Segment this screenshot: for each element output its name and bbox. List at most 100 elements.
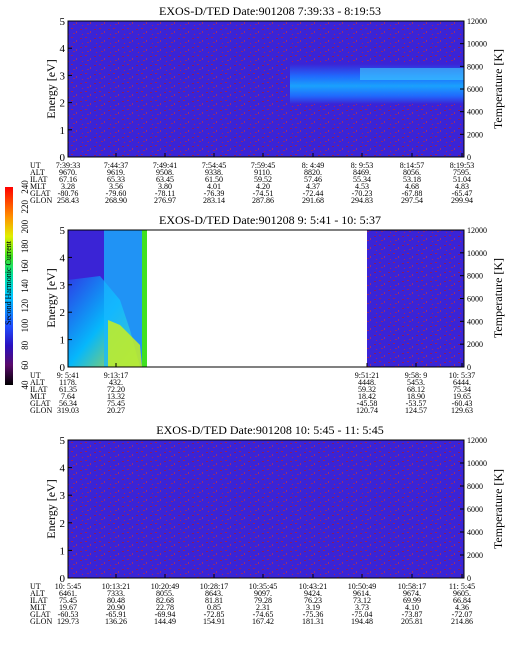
table-cell: 9:58: 9 [405,371,427,380]
colorbar-ticks: 40 60 80 100 120 140 160 180 200 220 240 [20,180,30,390]
table-cell: 51.04 [453,175,471,184]
colorbar-tick-label: 200 [20,219,30,233]
table-row-label: GLAT [30,189,51,198]
table-cell: 181.31 [302,617,324,626]
table-cell: 18.42 [358,392,376,401]
y2tick-label: 12000 [467,226,487,235]
table-cell: 8820. [304,168,322,177]
table-row-label: UT [30,371,41,380]
table-cell: -45.58 [357,399,378,408]
ytick-label: 3 [60,70,66,82]
table-row-label: GLON [30,196,52,205]
colorbar-tick-label: 140 [20,279,30,293]
y2tick-label: 0 [467,574,471,583]
table-cell: 13.32 [107,392,125,401]
table-cell: 4.36 [455,603,469,612]
table-cell: 69.99 [403,596,421,605]
table-cell: 8:14:57 [400,161,424,170]
table-cell: 167.42 [252,617,274,626]
table-cell: 258.43 [57,196,79,205]
table-cell: 10:50:49 [348,582,376,591]
table-cell: 10:13:21 [102,582,130,591]
ytick-label: 2 [60,98,66,110]
table-cell: 9:51:21 [355,371,379,380]
table-cell: 59.32 [358,385,376,394]
table-cell: 63.45 [156,175,174,184]
table-row-label: MLT [30,603,46,612]
y2tick-label: 0 [467,153,471,162]
table-cell: 4448. [358,378,376,387]
panel-2-y2label: Temperature [K] [491,258,505,338]
table-cell: 72.20 [107,385,125,394]
y2tick-label: 6000 [467,505,483,514]
table-cell: 9619. [107,168,125,177]
panel-3: EXOS-D/TED Date:901208 10: 5:45 - 11: 5:… [30,423,505,626]
ytick-label: 2 [60,307,66,319]
table-cell: 76.23 [304,596,322,605]
table-cell: 20.90 [107,603,125,612]
panel-3-plot-area [67,439,465,579]
y2tick-label: 6000 [467,295,483,304]
panel-1-y2ticks: 0 2000 4000 6000 8000 10000 12000 [460,17,487,162]
table-cell: 432. [109,378,123,387]
panel-2-edge [142,230,147,367]
table-row-label: GLAT [30,399,51,408]
table-cell: 8643. [205,589,223,598]
colorbar-tick-label: 240 [20,180,30,194]
table-cell: 319.03 [57,406,79,415]
table-cell: -75.04 [352,610,373,619]
table-row-label: UT [30,161,41,170]
table-cell: 7:39:33 [56,161,80,170]
table-cell: -72.44 [303,189,324,198]
table-cell: 3.19 [306,603,320,612]
colorbar: Second Harmonic Current 40 60 80 100 120 140 1… [4,180,30,390]
panel-3-yticks: 0 1 2 3 4 5 [60,435,72,585]
ytick-label: 1 [60,335,66,347]
table-cell: 9:13:17 [104,371,128,380]
table-cell: 144.49 [154,617,176,626]
table-cell: 7333. [107,589,125,598]
table-cell: 8:19:53 [450,161,474,170]
panel-2-left-hotspot [108,320,142,367]
table-cell: 75.34 [453,385,471,394]
ytick-label: 1 [60,545,66,557]
colorbar-tick-label: 120 [20,299,30,313]
table-cell: 55.34 [353,175,371,184]
table-row-label: GLON [30,406,52,415]
table-cell: 283.14 [203,196,225,205]
table-cell: 154.91 [203,617,225,626]
colorbar-tick-label: 100 [20,318,30,332]
table-cell: 8469. [353,168,371,177]
table-cell: 9097. [254,589,272,598]
table-cell: 4.20 [256,182,270,191]
table-cell: 66.84 [453,596,471,605]
panel-3-y2ticks: 0 2000 4000 6000 8000 10000 12000 [460,436,487,583]
table-cell: 129.73 [57,617,79,626]
table-cell: 2.31 [256,603,270,612]
table-cell: 299.94 [451,196,473,205]
table-cell: 19.65 [453,392,471,401]
table-cell: 6461. [59,589,77,598]
table-cell: -60.53 [58,610,79,619]
ytick-label: 3 [60,490,66,502]
table-cell: 4.83 [455,182,469,191]
table-cell: 4.68 [405,182,419,191]
ytick-label: 3 [60,280,66,292]
table-cell: 214.86 [451,617,473,626]
y2tick-label: 12000 [467,17,487,26]
table-cell: 124.57 [405,406,427,415]
table-cell: 65.33 [107,175,125,184]
table-cell: 297.54 [401,196,423,205]
ytick-label: 0 [60,362,66,374]
panel-2-yticks: 0 1 2 3 4 5 [60,225,72,374]
table-cell: 10:28:17 [200,582,228,591]
table-cell: -67.88 [402,189,423,198]
table-cell: 56.34 [59,399,77,408]
table-cell: 276.97 [154,196,176,205]
colorbar-tick-label: 60 [20,360,30,370]
table-cell: -70.23 [352,189,373,198]
table-cell: 79.28 [254,596,272,605]
ytick-label: 4 [60,252,66,264]
y2tick-label: 8000 [467,62,483,71]
